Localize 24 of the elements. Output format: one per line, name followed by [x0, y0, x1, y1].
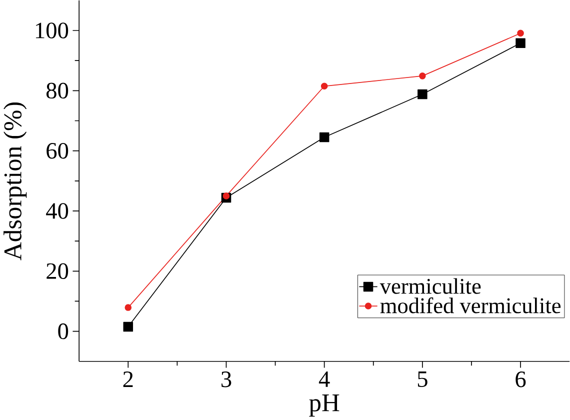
legend-label: modifed vermiculite [380, 297, 561, 314]
x-tick-label: 6 [516, 371, 526, 388]
x-tick-label: 2 [123, 371, 133, 387]
point [516, 38, 526, 48]
point [320, 82, 328, 90]
point [123, 322, 134, 332]
x-tick-label: 4 [318, 371, 330, 387]
x-tick-label: 3 [222, 371, 232, 388]
x-axis-title: pH [309, 394, 340, 417]
point [517, 30, 524, 37]
point [222, 192, 230, 200]
y-axis-title: Adsorption (%) [4, 102, 27, 260]
x-tick-label: 5 [418, 371, 428, 387]
y-tick-label: 60 [46, 142, 68, 159]
point [124, 304, 132, 311]
y-tick-label: 40 [46, 203, 68, 219]
point [418, 89, 428, 100]
point [319, 132, 330, 142]
y-tick-label: 20 [46, 263, 68, 279]
point [419, 72, 426, 80]
y-tick-label: 100 [36, 22, 68, 38]
legend-label: vermiculite [380, 278, 481, 294]
y-tick-label: 0 [58, 323, 68, 340]
y-tick-label: 80 [46, 82, 68, 98]
